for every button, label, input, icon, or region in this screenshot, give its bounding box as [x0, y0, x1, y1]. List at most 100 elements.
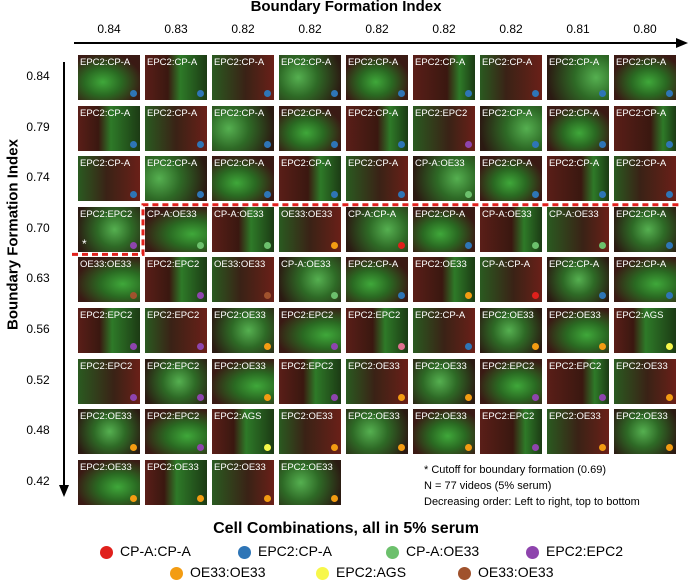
combination-dot [465, 343, 472, 350]
tile-label: EPC2:OE33 [616, 360, 668, 372]
tile-label: CP-A:OE33 [482, 208, 532, 220]
tile-label: EPC2:OE33 [80, 461, 132, 473]
combination-dot [331, 444, 338, 452]
image-tile: EPC2:OE33 [413, 358, 475, 404]
combination-dot [197, 90, 204, 97]
legend-dot [526, 546, 539, 559]
tile-label: EPC2:CP-A [549, 259, 600, 271]
image-tile: EPC2:CP-A [413, 308, 475, 353]
image-tile: EPC2:CP-A [346, 105, 408, 151]
image-tile: EPC2:EPC2 [547, 358, 609, 404]
image-tile: EPC2:OE33 [614, 358, 676, 404]
image-tile: EPC2:EPC2 [145, 308, 207, 353]
tile-label: CP-A:OE33 [214, 208, 264, 220]
legend-label: EPC2:EPC2 [546, 543, 624, 559]
tile-label: CP-A:OE33 [549, 208, 599, 220]
combination-dot [398, 393, 405, 401]
image-tile: EPC2:OE33 [547, 308, 609, 353]
image-tile: EPC2:OE33 [614, 409, 676, 455]
combination-dot [398, 241, 405, 249]
image-tile: EPC2:CP-A [212, 156, 274, 202]
top-title: Boundary Formation Index [250, 0, 442, 15]
tile-label: EPC2:OE33 [348, 411, 400, 423]
combination-dot [666, 444, 673, 452]
tile-label: EPC2:CP-A [80, 107, 131, 119]
combination-dot [331, 241, 338, 249]
combination-dot [197, 191, 204, 199]
image-tile: CP-A:OE33 [547, 206, 609, 252]
note: Decreasing order: Left to right, top to … [424, 496, 640, 508]
tile-label: EPC2:EPC2 [80, 360, 133, 372]
image-tile: CP-A:OE33 [145, 206, 207, 252]
image-tile: EPC2:CP-A [145, 156, 207, 202]
tile-label: EPC2:CP-A [281, 158, 332, 170]
combination-dot [331, 494, 338, 502]
tile-label: EPC2:OE33 [549, 411, 601, 423]
image-tile: EPC2:OE33 [480, 308, 542, 353]
tile-label: EPC2:OE33 [214, 461, 266, 473]
column-label: 0.83 [164, 22, 188, 36]
tile-label: EPC2:AGS [214, 411, 262, 423]
tile-label: EPC2:CP-A [348, 259, 399, 271]
tile-label: EPC2:EPC2 [80, 208, 133, 220]
image-tile: EPC2:EPC2 [480, 409, 542, 455]
image-tile: CP-A:CP-A [480, 257, 542, 303]
tile-label: EPC2:EPC2 [415, 107, 468, 119]
image-tile: EPC2:CP-A [614, 156, 676, 202]
image-tile: EPC2:CP-A [145, 55, 207, 100]
tile-label: OE33:OE33 [281, 208, 333, 220]
image-tile: EPC2:CP-A [547, 55, 609, 100]
combination-dot [465, 393, 472, 401]
combination-dot [130, 393, 137, 401]
tile-label: EPC2:OE33 [616, 411, 668, 423]
column-label: 0.84 [97, 22, 121, 36]
tile-label: EPC2:CP-A [348, 57, 399, 68]
tile-label: EPC2:CP-A [214, 107, 265, 119]
bottom-title: Cell Combinations, all in 5% serum [213, 520, 479, 537]
combination-dot [666, 292, 673, 300]
image-tile: EPC2:EPC2 [145, 409, 207, 455]
combination-dot [599, 393, 606, 401]
asterisk: * [82, 236, 87, 251]
image-tile: EPC2:CP-A [413, 55, 475, 100]
tile-label: EPC2:CP-A [214, 158, 265, 170]
image-tile: EPC2:OE33 [413, 409, 475, 455]
image-tile: EPC2:OE33 [145, 459, 207, 505]
tile-label: EPC2:OE33 [147, 461, 199, 473]
tile-label: EPC2:OE33 [281, 411, 333, 423]
column-label: 0.80 [633, 22, 657, 36]
combination-dot [264, 90, 271, 97]
combination-dot [599, 444, 606, 452]
tile-label: OE33:OE33 [214, 259, 266, 271]
image-tile: EPC2:AGS [614, 308, 676, 353]
tile-label: EPC2:CP-A [482, 57, 533, 68]
tile-label: EPC2:CP-A [281, 107, 332, 119]
combination-dot [398, 292, 405, 300]
combination-dot [331, 90, 338, 97]
combination-dot [532, 140, 539, 148]
note: * Cutoff for boundary formation (0.69) [424, 464, 607, 476]
combination-dot [130, 191, 137, 199]
image-tile: CP-A:OE33 [212, 206, 274, 252]
tile-label: EPC2:OE33 [482, 310, 534, 321]
combination-dot [264, 494, 271, 502]
tile-label: EPC2:AGS [616, 310, 664, 321]
tile-label: EPC2:CP-A [616, 57, 667, 68]
combination-dot [666, 140, 673, 148]
image-tile: EPC2:OE33 [78, 459, 140, 505]
combination-dot [264, 292, 271, 300]
tile-label: EPC2:OE33 [415, 259, 467, 271]
combination-dot [197, 494, 204, 502]
tile-label: EPC2:CP-A [482, 107, 533, 119]
image-tile: EPC2:CP-A [547, 257, 609, 303]
combination-dot [465, 444, 472, 452]
tile-label: EPC2:CP-A [616, 158, 667, 170]
combination-dot [264, 393, 271, 401]
combination-dot [264, 241, 271, 249]
combination-dot [532, 393, 539, 401]
combination-dot [398, 90, 405, 97]
row-label: 0.48 [26, 423, 50, 438]
combination-dot [398, 191, 405, 199]
tile-label: EPC2:EPC2 [147, 411, 200, 423]
image-tile: EPC2:EPC2 [346, 308, 408, 353]
